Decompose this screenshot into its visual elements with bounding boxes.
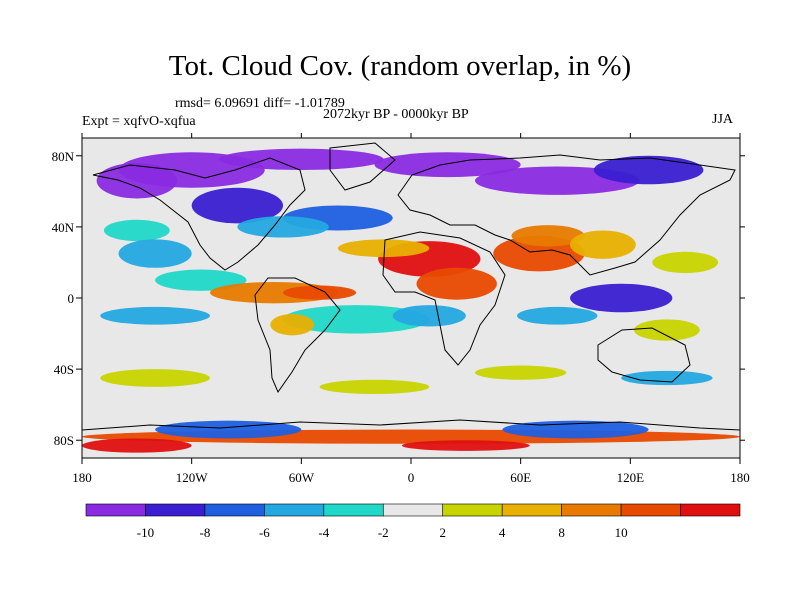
colorbar-swatch-2 — [204, 503, 265, 517]
coast-africa — [382, 231, 506, 366]
field-blob-9 — [103, 219, 170, 242]
experiment-label: Expt = xqfvO-xqfua — [82, 114, 196, 129]
cloud-cover-anomaly-field — [82, 148, 740, 453]
lon-tick-label-2: 60W — [289, 470, 315, 485]
lon-tick-label-0: 180 — [72, 470, 92, 485]
field-blob-30 — [474, 365, 567, 380]
colorbar-label-5: 2 — [439, 525, 446, 540]
stats-line: rmsd= 6.09691 diff= -1.01789 — [175, 96, 345, 111]
field-blob-28 — [100, 369, 210, 387]
colorbar-label-1: -8 — [199, 525, 210, 540]
lat-tick-label-0: 80N — [52, 149, 75, 164]
field-blob-2 — [219, 148, 384, 170]
colorbar-swatch-3 — [264, 503, 325, 517]
coast-north-america — [92, 157, 306, 271]
colorbar-label-2: -6 — [259, 525, 270, 540]
lon-tick-label-5: 120E — [617, 470, 645, 485]
lon-tick-label-1: 120W — [176, 470, 209, 485]
field-blob-5 — [593, 155, 704, 185]
field-blob-35 — [82, 438, 192, 453]
field-blob-13 — [283, 305, 430, 334]
field-blob-29 — [319, 379, 430, 394]
field-blob-26 — [517, 306, 598, 325]
colorbar-label-0: -10 — [137, 525, 154, 540]
figure-title: Tot. Cloud Cov. (random overlap, in %) — [168, 50, 632, 82]
lat-tick-label-1: 40N — [52, 220, 75, 235]
map-ticks: 180 120W 60W 0 60E 120E 180 80N 40N 0 40S 80S — [52, 133, 750, 485]
colorbar-label-8: 10 — [615, 525, 628, 540]
colorbar-swatch-9 — [620, 503, 681, 517]
colorbar-swatch-0 — [85, 503, 146, 517]
lat-tick-label-2: 0 — [68, 291, 75, 306]
field-blob-20 — [652, 251, 719, 274]
coastlines — [82, 142, 740, 431]
field-blob-25 — [570, 283, 673, 313]
lon-tick-label-6: 180 — [730, 470, 750, 485]
coast-greenland — [329, 142, 396, 191]
lat-tick-label-3: 40S — [54, 362, 74, 377]
colorbar-swatch-6 — [442, 503, 503, 517]
field-blob-8 — [237, 216, 329, 238]
period-line: 2072kyr BP - 0000kyr BP — [323, 107, 469, 122]
field-blob-1 — [96, 162, 178, 199]
field-blob-18 — [337, 239, 430, 258]
colorbar-label-7: 8 — [558, 525, 565, 540]
field-blob-27 — [633, 319, 700, 341]
coast-eurasia — [397, 154, 736, 276]
field-blob-22 — [283, 285, 357, 300]
field-blob-31 — [621, 370, 713, 386]
colorbar-swatch-4 — [323, 503, 384, 517]
field-blob-3 — [374, 152, 521, 178]
lon-tick-label-4: 60E — [510, 470, 531, 485]
colorbar-label-3: -4 — [318, 525, 329, 540]
colorbar-swatch-5 — [382, 503, 444, 517]
coast-antarctica — [82, 419, 740, 431]
field-blob-36 — [401, 440, 530, 451]
colorbar-swatch-1 — [145, 503, 206, 517]
colorbar-swatch-8 — [561, 503, 622, 517]
colorbar-swatch-10 — [680, 503, 741, 517]
field-blob-6 — [191, 187, 284, 224]
colorbar: -10 -8 -6 -4 -2 2 4 8 10 — [85, 503, 741, 540]
field-blob-10 — [118, 239, 192, 268]
field-blob-17 — [511, 225, 585, 247]
coast-south-america — [254, 277, 341, 394]
colorbar-label-4: -2 — [378, 525, 389, 540]
field-blob-12 — [100, 306, 210, 325]
field-blob-11 — [155, 269, 247, 291]
lon-tick-label-3: 0 — [408, 470, 415, 485]
field-blob-23 — [270, 314, 315, 336]
field-blob-24 — [392, 305, 466, 327]
field-blob-19 — [570, 230, 636, 259]
lat-tick-label-4: 80S — [54, 433, 74, 448]
field-blob-15 — [416, 267, 497, 300]
colorbar-label-6: 4 — [499, 525, 506, 540]
season-label: JJA — [712, 112, 734, 127]
coast-australia — [597, 327, 691, 383]
colorbar-swatch-7 — [501, 503, 562, 517]
